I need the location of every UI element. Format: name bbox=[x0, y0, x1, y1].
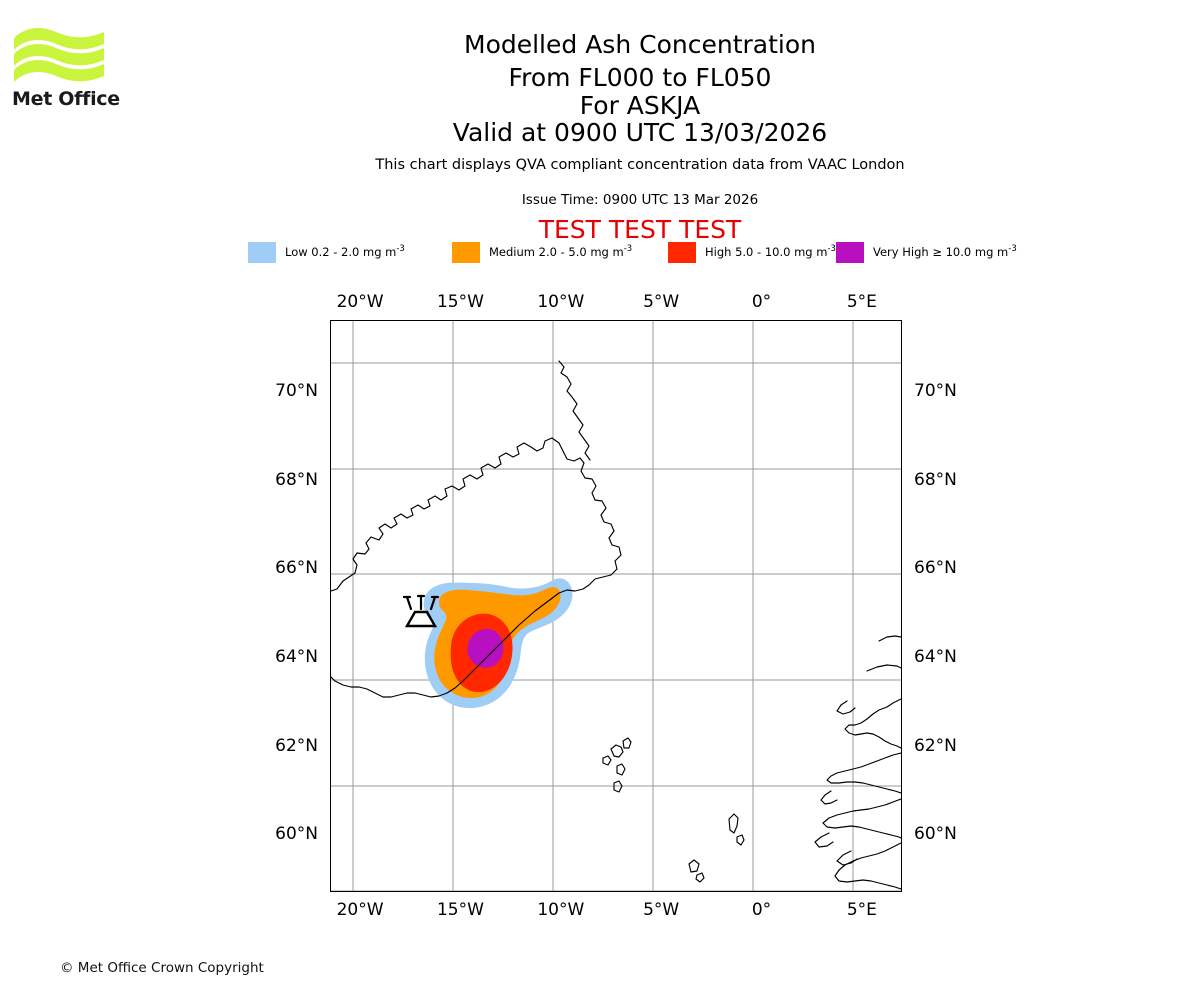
map-gridlines bbox=[331, 321, 901, 891]
legend-item-medium: Medium 2.0 - 5.0 mg m-3 bbox=[452, 241, 632, 263]
legend-label-exponent-2: -3 bbox=[827, 244, 836, 255]
lat-tick-right-68°N: 68°N bbox=[914, 469, 957, 490]
lat-tick-left-70°N: 70°N bbox=[275, 380, 318, 401]
legend-swatch-3 bbox=[836, 241, 864, 263]
legend-label-2: High 5.0 - 10.0 mg m-3 bbox=[705, 244, 836, 260]
lon-tick-top-15°W: 15°W bbox=[436, 292, 484, 312]
lat-tick-right-62°N: 62°N bbox=[914, 735, 957, 756]
met-office-wave-mark bbox=[14, 28, 104, 82]
volcano-marker-askja bbox=[402, 594, 440, 628]
page-title-line-2: From FL000 to FL050 bbox=[508, 63, 772, 92]
lon-tick-bottom-10°W: 10°W bbox=[537, 900, 585, 920]
lon-tick-bottom-5°E: 5°E bbox=[846, 900, 877, 920]
lon-tick-bottom-20°W: 20°W bbox=[336, 900, 384, 920]
coastline-iceland bbox=[331, 437, 622, 698]
legend-item-very: Very High ≥ 10.0 mg m-3 bbox=[836, 241, 1017, 263]
copyright-notice: © Met Office Crown Copyright bbox=[60, 960, 264, 976]
lat-tick-left-62°N: 62°N bbox=[275, 735, 318, 756]
legend-swatch-1 bbox=[452, 241, 480, 263]
coastline-shetland-islands bbox=[728, 813, 745, 846]
page-title-line-3: For ASKJA bbox=[579, 91, 701, 120]
coastline-norway-3 bbox=[822, 798, 901, 839]
page-title-line-1: Modelled Ash Concentration bbox=[464, 30, 816, 59]
lat-tick-left-60°N: 60°N bbox=[275, 824, 318, 845]
legend-label-exponent-1: -3 bbox=[623, 244, 633, 255]
lon-tick-bottom-5°W: 5°W bbox=[643, 900, 680, 920]
lat-tick-left-66°N: 66°N bbox=[275, 558, 318, 579]
coastline-iceland-ne-fjords bbox=[558, 360, 591, 461]
lon-tick-bottom-15°W: 15°W bbox=[436, 900, 484, 920]
lon-tick-top-5°W: 5°W bbox=[643, 292, 680, 312]
legend-label-3: Very High ≥ 10.0 mg m-3 bbox=[873, 244, 1017, 260]
lon-tick-bottom-0°: 0° bbox=[751, 900, 772, 920]
coastline-norway-2 bbox=[826, 752, 901, 794]
coastline-faroe-islands bbox=[602, 737, 632, 793]
lat-tick-right-66°N: 66°N bbox=[914, 558, 957, 579]
legend-label-1: Medium 2.0 - 5.0 mg m-3 bbox=[489, 244, 633, 260]
test-banner: TEST TEST TEST bbox=[538, 215, 742, 244]
coastline-norway-4 bbox=[834, 842, 901, 890]
legend-label-0: Low 0.2 - 2.0 mg m-3 bbox=[285, 244, 405, 260]
legend-item-high: High 5.0 - 10.0 mg m-3 bbox=[668, 241, 836, 263]
lon-tick-top-5°E: 5°E bbox=[846, 292, 877, 312]
coastlines bbox=[331, 360, 901, 890]
ash-plume-contours bbox=[423, 578, 573, 709]
lat-tick-right-70°N: 70°N bbox=[914, 380, 957, 401]
contour-very-high bbox=[467, 628, 504, 668]
map-canvas bbox=[331, 321, 901, 891]
lat-tick-right-64°N: 64°N bbox=[914, 646, 957, 667]
coastline-norway-fjord-c bbox=[836, 850, 858, 866]
lat-tick-left-68°N: 68°N bbox=[275, 469, 318, 490]
coastline-norway bbox=[844, 698, 901, 749]
ash-concentration-map bbox=[330, 320, 902, 892]
met-office-logo-text: Met Office bbox=[12, 88, 120, 110]
lon-tick-top-10°W: 10°W bbox=[537, 292, 585, 312]
met-office-logo: Met Office bbox=[12, 24, 122, 114]
concentration-legend: Low 0.2 - 2.0 mg m-3 Medium 2.0 - 5.0 mg … bbox=[248, 241, 1017, 265]
legend-item-low: Low 0.2 - 2.0 mg m-3 bbox=[248, 241, 405, 263]
lat-tick-right-60°N: 60°N bbox=[914, 824, 957, 845]
legend-swatch-2 bbox=[668, 241, 696, 263]
chart-subtitle: This chart displays QVA compliant concen… bbox=[375, 157, 905, 173]
lat-tick-left-64°N: 64°N bbox=[275, 646, 318, 667]
coastline-orkney-islands bbox=[688, 859, 705, 883]
lon-tick-top-0°: 0° bbox=[751, 292, 772, 312]
issue-time-label: Issue Time: 0900 UTC 13 Mar 2026 bbox=[521, 192, 759, 208]
page-title-line-4: Valid at 0900 UTC 13/03/2026 bbox=[452, 118, 828, 147]
coastline-norway-fjord-a bbox=[820, 790, 838, 805]
coastline-norway-fjord-b bbox=[814, 832, 834, 848]
coastline-norway-fjord-d bbox=[836, 700, 856, 715]
legend-label-exponent-0: -3 bbox=[396, 244, 405, 255]
coastline-norway-fjord-e bbox=[866, 664, 901, 672]
lon-tick-top-20°W: 20°W bbox=[336, 292, 384, 312]
legend-swatch-0 bbox=[248, 241, 276, 263]
legend-label-exponent-3: -3 bbox=[1008, 244, 1017, 255]
coastline-norway-fjord-f bbox=[878, 635, 901, 642]
